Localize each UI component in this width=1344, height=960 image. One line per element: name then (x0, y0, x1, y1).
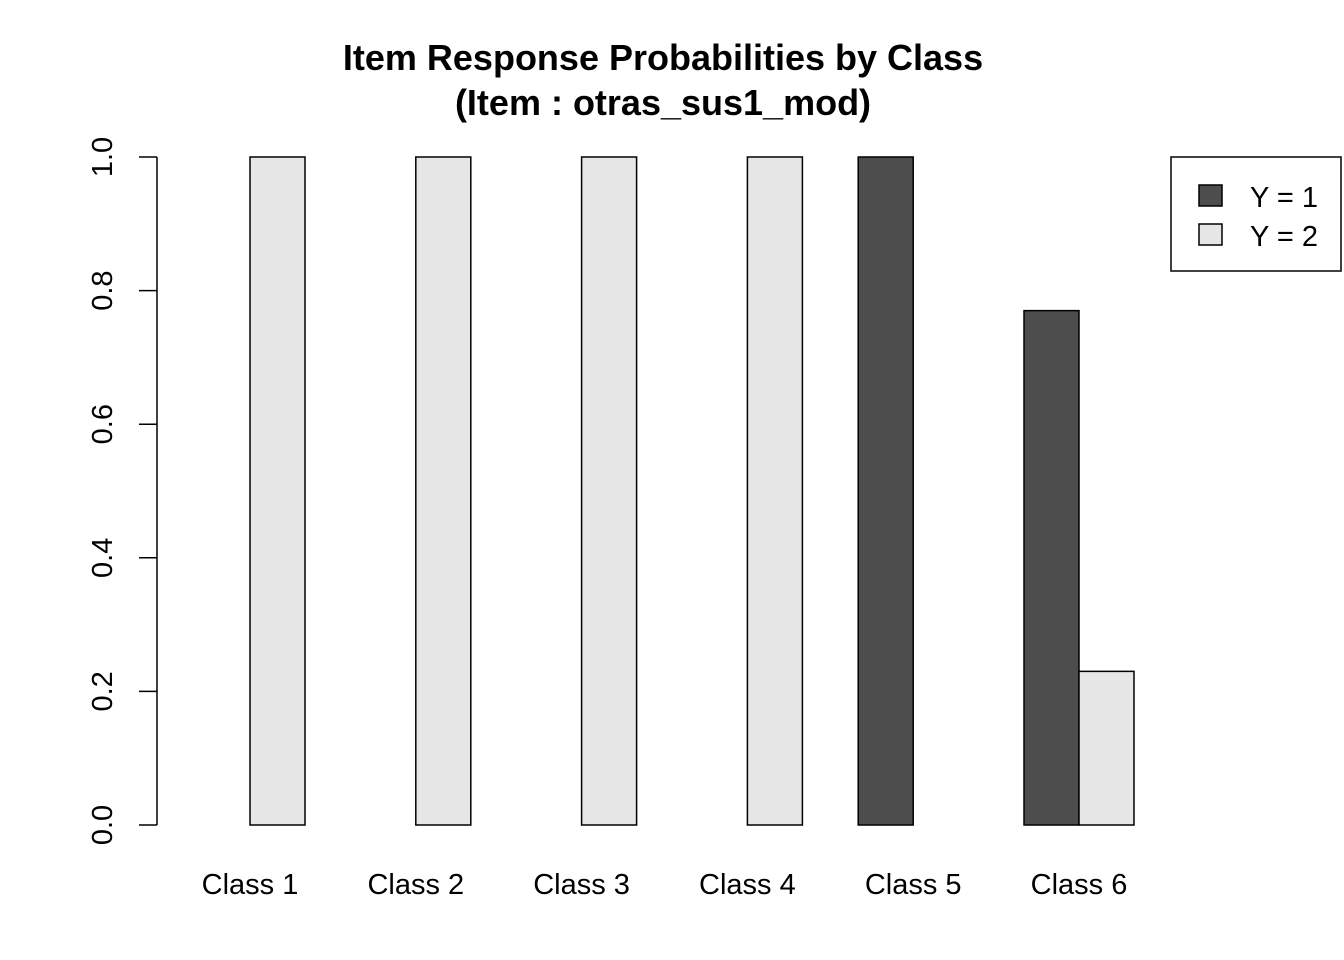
x-tick-label: Class 2 (367, 869, 464, 901)
bar (857, 156, 914, 826)
bars-group (249, 156, 1135, 826)
bar (580, 156, 638, 826)
y-axis: 0.0 0.2 0.4 0.6 0.8 1.0 (87, 137, 158, 845)
x-tick-label: Class 5 (865, 869, 962, 901)
legend-box (1170, 156, 1342, 272)
legend-swatch (1198, 223, 1223, 246)
chart-subtitle: (Item : otras_sus1_mod) (455, 82, 871, 123)
legend-items: Y = 1 Y = 2 (1198, 182, 1318, 253)
x-axis-labels: Class 1 Class 2 Class 3 Class 4 Class 5 Class… (202, 869, 1128, 901)
legend: Y = 1 Y = 2 (1170, 156, 1342, 272)
y-tick-label: 0.0 (87, 805, 119, 845)
y-tick-label: 0.2 (87, 671, 119, 711)
bar (1023, 309, 1080, 826)
y-tick-label: 1.0 (87, 137, 119, 177)
x-tick-label: Class 1 (202, 869, 299, 901)
legend-label: Y = 2 (1250, 221, 1318, 253)
bar (415, 156, 472, 826)
y-tick-label: 0.8 (87, 270, 119, 310)
legend-swatch (1198, 184, 1223, 207)
legend-label: Y = 1 (1250, 182, 1318, 214)
bar (249, 156, 306, 826)
bar (1078, 670, 1135, 826)
x-tick-label: Class 4 (699, 869, 796, 901)
bar (746, 156, 804, 826)
x-tick-label: Class 3 (533, 869, 630, 901)
x-tick-label: Class 6 (1031, 869, 1128, 901)
y-tick-label: 0.6 (87, 404, 119, 444)
y-tick-label: 0.4 (87, 538, 119, 578)
chart-title: Item Response Probabilities by Class (343, 37, 983, 78)
